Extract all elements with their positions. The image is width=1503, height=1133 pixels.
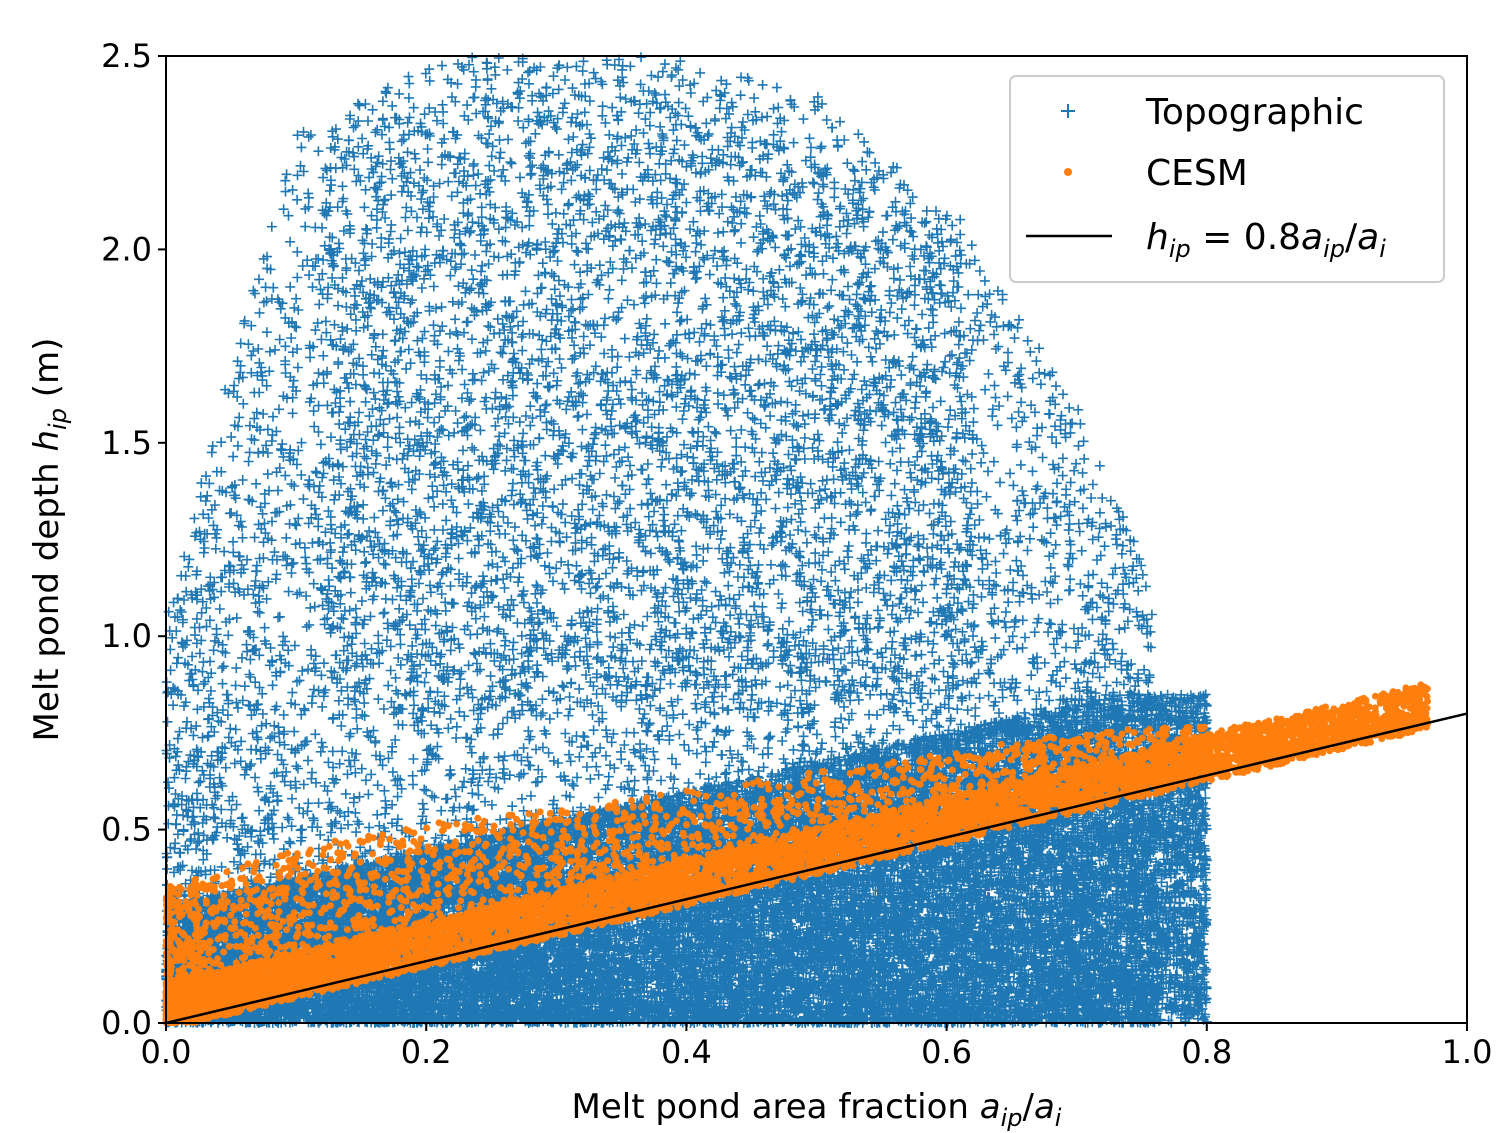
y-tick-label: 2.0 <box>101 230 152 268</box>
legend-label-topographic: Topographic <box>1145 92 1364 133</box>
x-tick-label: 0.6 <box>921 1033 972 1071</box>
x-tick-label: 0.4 <box>661 1033 712 1071</box>
y-tick-label: 0.5 <box>101 811 152 849</box>
plot-frame <box>165 55 1468 1024</box>
y-tick-label: 1.0 <box>101 617 152 655</box>
cesm-markers <box>162 681 1431 1027</box>
x-axis-ticks: 0.0 0.2 0.4 0.6 0.8 1.0 <box>141 1023 1493 1071</box>
legend-label-cesm: CESM <box>1146 153 1248 194</box>
reference-line <box>165 712 1468 1025</box>
x-tick-label: 0.8 <box>1181 1033 1232 1071</box>
y-tick-label: 1.5 <box>101 424 152 462</box>
x-axis-label: Melt pond area fraction aip/ai <box>572 1087 1062 1132</box>
y-axis-label-text: Melt pond depth hip (m) <box>27 338 72 742</box>
x-tick-label: 0.2 <box>401 1033 452 1071</box>
y-tick-label: 2.5 <box>101 37 152 75</box>
y-axis-ticks: 0.0 0.5 1.0 1.5 2.0 2.5 <box>101 37 166 1042</box>
legend: Topographic CESM hip = 0.8aip/ai <box>1009 75 1445 283</box>
legend-marker-topographic <box>1061 104 1075 118</box>
x-tick-label: 0.0 <box>141 1033 192 1071</box>
y-tick-label: 0.0 <box>101 1004 152 1042</box>
x-tick-label: 1.0 <box>1442 1033 1493 1071</box>
legend-label-line: hip = 0.8aip/ai <box>1146 217 1386 263</box>
legend-marker-cesm <box>1064 168 1072 176</box>
x-axis-label-text: Melt pond area fraction aip/ai <box>572 1087 1062 1132</box>
y-axis-label: Melt pond depth hip (m) <box>27 338 72 742</box>
reference-line-path <box>165 712 1468 1025</box>
legend-box <box>1009 75 1445 283</box>
cesm-points <box>162 681 1431 1027</box>
